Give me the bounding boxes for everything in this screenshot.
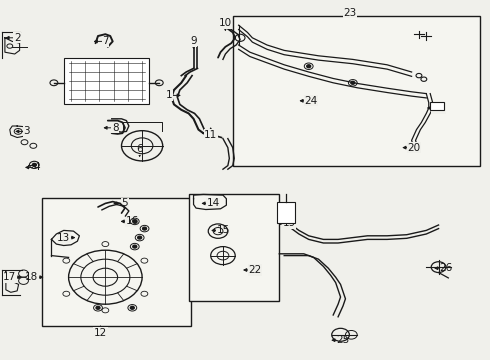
Circle shape [130, 306, 134, 309]
Text: 19: 19 [282, 218, 296, 228]
Text: 25: 25 [336, 335, 350, 345]
Bar [64, 58, 149, 104]
Text: 8: 8 [112, 123, 119, 133]
Text: 22: 22 [248, 265, 262, 275]
Text: 9: 9 [190, 36, 197, 46]
Text: 3: 3 [24, 126, 30, 136]
Text: 10: 10 [219, 18, 232, 28]
Circle shape [133, 220, 137, 223]
Circle shape [32, 163, 36, 166]
Text: 4: 4 [33, 162, 40, 172]
Text: 15: 15 [216, 225, 230, 235]
Bar [430, 102, 444, 110]
Text: 13: 13 [57, 233, 71, 243]
Text: 23: 23 [343, 8, 357, 18]
Circle shape [307, 65, 311, 68]
Text: 5: 5 [122, 198, 128, 208]
Text: 16: 16 [125, 216, 139, 226]
Text: 1: 1 [166, 90, 172, 100]
Bar [233, 16, 480, 166]
Bar [42, 198, 191, 326]
Circle shape [351, 81, 355, 84]
Bar [189, 194, 279, 301]
Text: 26: 26 [439, 263, 453, 273]
Circle shape [138, 236, 142, 239]
Text: 20: 20 [408, 143, 420, 153]
Text: 21: 21 [432, 103, 445, 113]
Circle shape [96, 306, 100, 309]
Text: 2: 2 [14, 33, 21, 43]
Circle shape [133, 245, 137, 248]
Circle shape [143, 227, 147, 230]
Bar [277, 202, 295, 223]
Text: 12: 12 [94, 328, 107, 338]
Text: 24: 24 [304, 96, 318, 106]
Text: 7: 7 [102, 36, 109, 46]
Text: 11: 11 [204, 130, 218, 140]
Text: 17: 17 [3, 272, 17, 282]
Text: 14: 14 [206, 198, 220, 208]
Text: 6: 6 [136, 144, 143, 154]
Text: 18: 18 [25, 272, 39, 282]
